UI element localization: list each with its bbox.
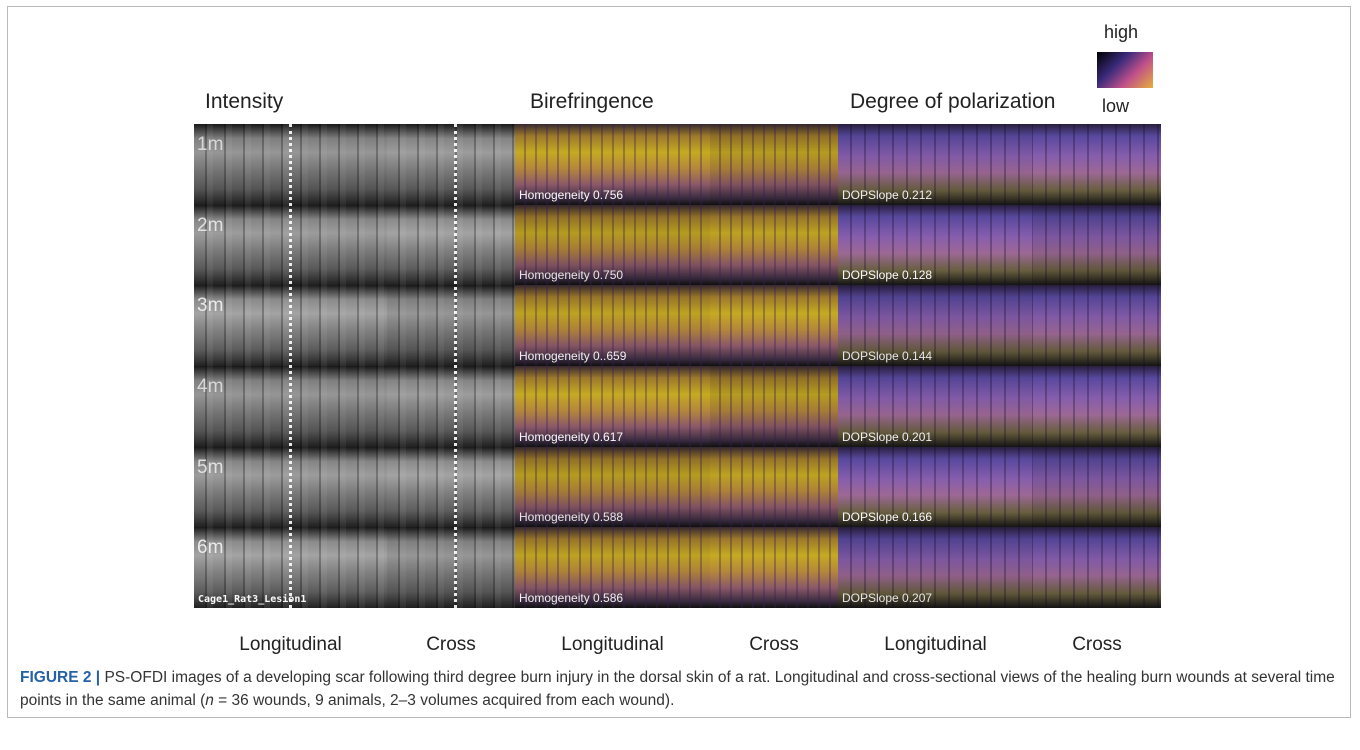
image-tile: Homogeneity 0..659 bbox=[515, 285, 710, 366]
column-label: Cross bbox=[749, 634, 799, 656]
image-tile bbox=[710, 205, 838, 286]
panel-title: Birefringence bbox=[530, 90, 654, 114]
dop-slope-label: DOPSlope 0.201 bbox=[842, 430, 932, 444]
image-tile: Homogeneity 0.617 bbox=[515, 366, 710, 447]
image-tile bbox=[387, 124, 515, 205]
column-label: Longitudinal bbox=[884, 634, 986, 656]
image-tile bbox=[387, 527, 515, 608]
row-label: 4m bbox=[197, 376, 223, 398]
row-label: 1m bbox=[197, 134, 223, 156]
legend-low: low bbox=[1102, 96, 1129, 117]
image-tile bbox=[1033, 447, 1161, 528]
row-label: 5m bbox=[197, 457, 223, 479]
dop-slope-label: DOPSlope 0.144 bbox=[842, 349, 932, 363]
dop-slope-label: DOPSlope 0.166 bbox=[842, 510, 932, 524]
image-tile bbox=[387, 285, 515, 366]
column-label: Longitudinal bbox=[561, 634, 663, 656]
row-label: 6m bbox=[197, 537, 223, 559]
caption-text: = 36 wounds, 9 animals, 2–3 volumes acqu… bbox=[214, 692, 675, 709]
image-tile bbox=[710, 366, 838, 447]
image-tile bbox=[1033, 124, 1161, 205]
legend-high: high bbox=[1104, 22, 1138, 43]
column-label: Cross bbox=[1072, 634, 1122, 656]
homogeneity-label: Homogeneity 0.586 bbox=[519, 591, 623, 605]
homogeneity-label: Homogeneity 0.756 bbox=[519, 188, 623, 202]
row-label: 2m bbox=[197, 215, 223, 237]
image-tile bbox=[1033, 285, 1161, 366]
dop-slope-label: DOPSlope 0.212 bbox=[842, 188, 932, 202]
image-tile bbox=[1033, 366, 1161, 447]
image-tile bbox=[387, 205, 515, 286]
row-label: 3m bbox=[197, 295, 223, 317]
image-tile: DOPSlope 0.207 bbox=[838, 527, 1033, 608]
image-tile bbox=[710, 527, 838, 608]
color-bar bbox=[1097, 52, 1153, 88]
image-tile: Homogeneity 0.756 bbox=[515, 124, 710, 205]
image-tile: DOPSlope 0.128 bbox=[838, 205, 1033, 286]
image-tile bbox=[1033, 527, 1161, 608]
image-tile bbox=[1033, 205, 1161, 286]
caption-label: FIGURE 2 | bbox=[20, 669, 100, 686]
dotted-line bbox=[289, 124, 292, 608]
image-tile bbox=[710, 447, 838, 528]
column-label: Cross bbox=[426, 634, 476, 656]
caption: FIGURE 2 | PS-OFDI images of a developin… bbox=[20, 666, 1340, 712]
dotted-line bbox=[454, 124, 457, 608]
homogeneity-label: Homogeneity 0.588 bbox=[519, 510, 623, 524]
panel-title: Degree of polarization bbox=[850, 90, 1055, 114]
image-tile: DOPSlope 0.166 bbox=[838, 447, 1033, 528]
image-tile: Homogeneity 0.586 bbox=[515, 527, 710, 608]
panel-title: Intensity bbox=[205, 90, 283, 114]
homogeneity-label: Homogeneity 0.750 bbox=[519, 268, 623, 282]
image-tile: DOPSlope 0.212 bbox=[838, 124, 1033, 205]
image-tile bbox=[387, 366, 515, 447]
caption-italic: n bbox=[205, 692, 214, 709]
dop-slope-label: DOPSlope 0.207 bbox=[842, 591, 932, 605]
dop-slope-label: DOPSlope 0.128 bbox=[842, 268, 932, 282]
image-tile bbox=[710, 124, 838, 205]
homogeneity-label: Homogeneity 0..659 bbox=[519, 349, 626, 363]
homogeneity-label: Homogeneity 0.617 bbox=[519, 430, 623, 444]
image-tile: DOPSlope 0.201 bbox=[838, 366, 1033, 447]
image-tile: Homogeneity 0.750 bbox=[515, 205, 710, 286]
column-label: Longitudinal bbox=[239, 634, 341, 656]
image-tile: Homogeneity 0.588 bbox=[515, 447, 710, 528]
image-tile: DOPSlope 0.144 bbox=[838, 285, 1033, 366]
image-tile bbox=[387, 447, 515, 528]
image-tile bbox=[710, 285, 838, 366]
page: high low 1m Homogeneity 0.756 DOPSlope 0.2… bbox=[0, 0, 1360, 750]
